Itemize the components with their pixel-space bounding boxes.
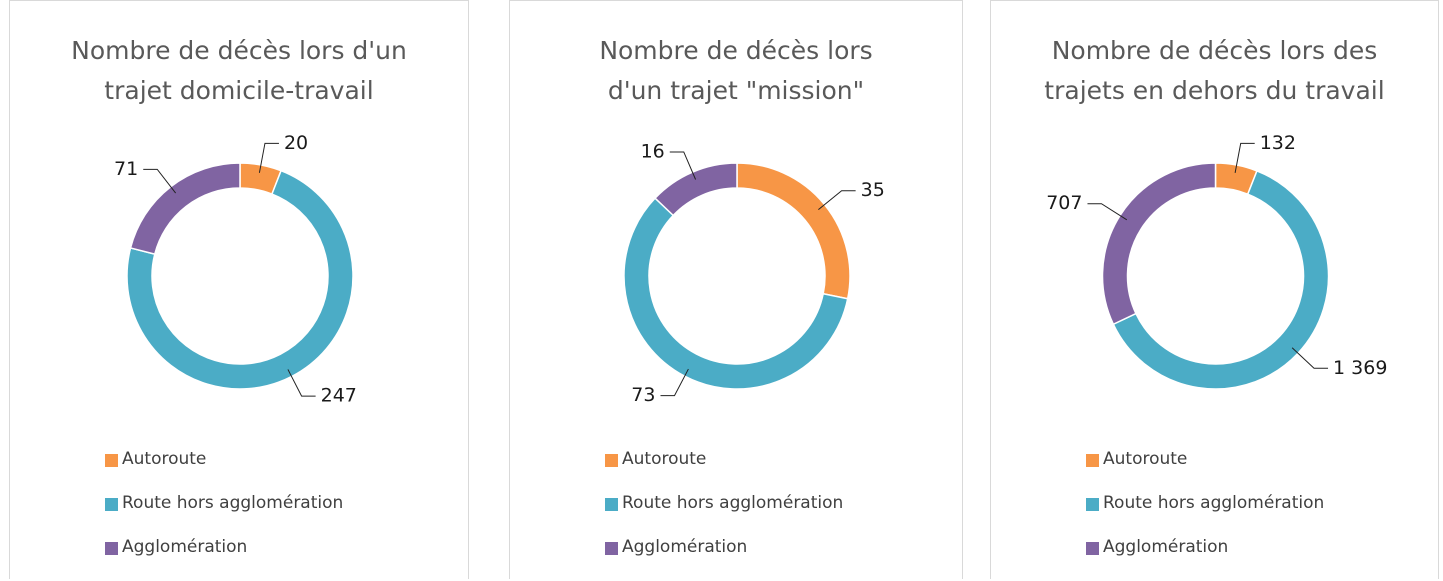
legend-swatch	[605, 498, 618, 511]
leader-line	[1087, 203, 1128, 221]
legend-item: Autoroute	[605, 449, 843, 493]
legend-item: Autoroute	[105, 449, 343, 493]
legend-swatch	[605, 454, 618, 467]
chart-title: Nombre de décès lors des trajets en deho…	[1044, 36, 1385, 105]
chart-title: Nombre de décès lors d'un trajet "missio…	[599, 36, 873, 105]
data-label: 707	[1046, 192, 1082, 214]
leader-line	[1234, 142, 1255, 173]
legend-item: Route hors agglomération	[105, 493, 343, 537]
data-label: 71	[114, 158, 138, 180]
leader-line	[669, 151, 697, 180]
legend-label: Autoroute	[1103, 449, 1188, 469]
legend: Autoroute Route hors agglomération Agglomé…	[605, 449, 843, 581]
leader-line	[818, 190, 856, 211]
legend-label: Autoroute	[122, 449, 207, 469]
leader-line	[1291, 347, 1329, 369]
donut: 132 1 369 707	[1046, 132, 1387, 390]
chart-panel: Nombre de décès lors d'un trajet "missio…	[509, 0, 963, 579]
legend-label: Route hors agglomération	[1103, 493, 1325, 513]
legend-swatch	[1086, 542, 1099, 555]
donut-segment	[623, 197, 849, 390]
legend-item: Agglomération	[105, 537, 343, 581]
legend-label: Route hors agglomération	[622, 493, 844, 513]
data-label: 16	[641, 140, 665, 162]
donut-segment	[1112, 169, 1330, 390]
legend-swatch	[105, 498, 118, 511]
legend-label: Agglomération	[622, 537, 748, 557]
donut-segment	[126, 169, 354, 390]
legend-label: Agglomération	[1103, 537, 1229, 557]
legend-label: Autoroute	[622, 449, 707, 469]
leader-line	[258, 142, 279, 173]
chart-panel: Nombre de décès lors des trajets en deho…	[990, 0, 1439, 579]
data-label: 247	[321, 385, 357, 407]
legend-swatch	[605, 542, 618, 555]
legend-label: Agglomération	[122, 537, 248, 557]
legend-item: Route hors agglomération	[605, 493, 843, 537]
legend-swatch	[1086, 498, 1099, 511]
legend-item: Agglomération	[605, 537, 843, 581]
leader-line	[287, 369, 316, 397]
data-label: 73	[631, 384, 655, 406]
donut-segment	[654, 162, 738, 217]
data-label: 20	[284, 132, 308, 154]
donut: 35 73 16	[623, 140, 885, 406]
data-label: 1 369	[1333, 357, 1387, 379]
legend-item: Autoroute	[1086, 449, 1324, 493]
leader-line	[143, 168, 177, 194]
donut-segment	[129, 162, 241, 256]
legend-swatch	[105, 542, 118, 555]
legend-swatch	[105, 454, 118, 467]
chart-panel: Nombre de décès lors d'un trajet domicil…	[9, 0, 469, 579]
legend-item: Agglomération	[1086, 537, 1324, 581]
legend-label: Route hors agglomération	[122, 493, 344, 513]
legend-swatch	[1086, 454, 1099, 467]
leader-line	[660, 368, 689, 397]
data-label: 132	[1260, 132, 1296, 154]
legend-item: Route hors agglomération	[1086, 493, 1324, 537]
donut-segment	[1101, 162, 1217, 326]
legend: Autoroute Route hors agglomération Agglomé…	[105, 449, 343, 581]
legend: Autoroute Route hors agglomération Agglomé…	[1086, 449, 1324, 581]
donut: 20 247 71	[114, 132, 357, 407]
data-label: 35	[861, 179, 885, 201]
chart-title: Nombre de décès lors d'un trajet domicil…	[71, 36, 407, 105]
donut-segment	[736, 162, 851, 300]
